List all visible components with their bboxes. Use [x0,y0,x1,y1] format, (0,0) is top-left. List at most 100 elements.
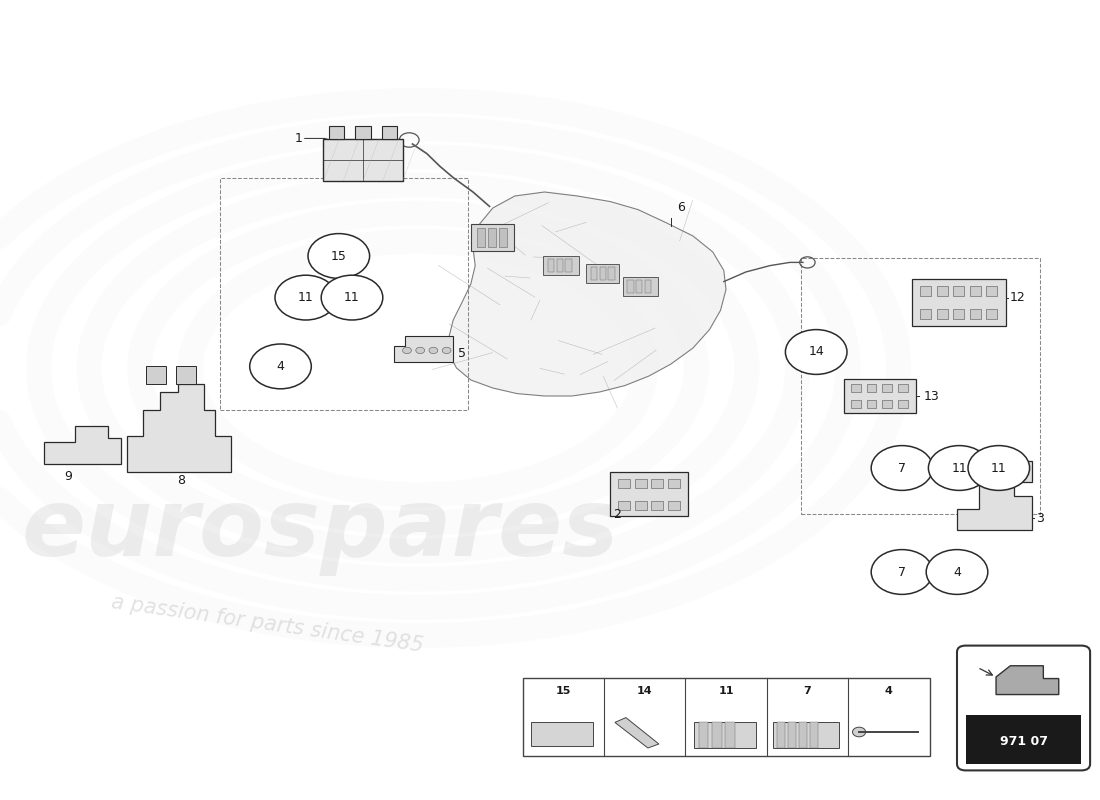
Text: 3: 3 [1036,512,1044,525]
Text: 11: 11 [344,291,360,304]
FancyBboxPatch shape [586,264,619,283]
FancyBboxPatch shape [471,224,514,251]
Bar [987,309,998,318]
Text: 4: 4 [953,566,961,578]
Circle shape [403,347,411,354]
Bar [146,366,166,384]
Text: 11: 11 [298,291,314,304]
Circle shape [968,446,1030,490]
Bar [488,228,496,247]
Bar [712,722,722,748]
Text: 4: 4 [276,360,285,373]
Bar [966,715,1081,720]
Bar [600,267,606,280]
Bar [694,722,756,748]
Text: 1: 1 [295,132,302,145]
Bar [382,126,397,139]
Bar [591,267,597,280]
FancyBboxPatch shape [957,646,1090,770]
Bar [882,384,892,392]
Bar [627,280,634,293]
Bar [970,309,981,318]
Polygon shape [615,718,659,748]
Text: 9: 9 [64,470,73,482]
Circle shape [928,446,990,490]
Bar [987,286,998,295]
Text: 15: 15 [556,686,571,695]
Text: 11: 11 [718,686,734,695]
Circle shape [871,550,933,594]
Text: 2: 2 [614,508,622,521]
Circle shape [871,446,933,490]
Bar [966,717,1081,764]
Bar [645,280,651,293]
Polygon shape [957,461,1032,530]
Bar [522,678,930,756]
Text: 5: 5 [458,347,465,360]
Text: 7: 7 [898,566,906,578]
Bar [668,501,680,510]
Bar [651,478,663,488]
Bar [618,501,630,510]
Bar [355,126,371,139]
Bar [651,501,663,510]
Text: 7: 7 [898,462,906,474]
Bar [920,309,931,318]
Bar [898,401,907,408]
Polygon shape [44,426,121,464]
Text: 6: 6 [678,201,685,214]
Polygon shape [126,384,231,472]
Bar [867,384,877,392]
Circle shape [926,550,988,594]
Bar [777,722,785,748]
Bar [898,384,907,392]
Bar [698,722,708,748]
Circle shape [275,275,337,320]
Bar [531,722,593,746]
Polygon shape [997,666,1058,694]
Bar [610,472,688,517]
Text: 7: 7 [803,686,812,695]
FancyBboxPatch shape [623,277,658,296]
Bar [725,722,735,748]
Bar [608,267,615,280]
Bar [851,384,861,392]
Bar [851,401,861,408]
Polygon shape [449,192,726,396]
Bar [668,478,680,488]
Text: a passion for parts since 1985: a passion for parts since 1985 [110,592,425,656]
Circle shape [429,347,438,354]
Bar [499,228,507,247]
Bar [920,286,931,295]
Bar [557,259,563,272]
Bar [618,478,630,488]
Bar [882,401,892,408]
Circle shape [321,275,383,320]
Bar [635,501,647,510]
Bar [636,280,642,293]
Bar [970,286,981,295]
Bar [477,228,485,247]
Bar [799,722,807,748]
Text: 11: 11 [991,462,1006,474]
Text: 8: 8 [177,474,186,486]
Text: 14: 14 [637,686,652,695]
Bar [176,366,196,384]
Text: 13: 13 [924,390,939,402]
Text: 971 07: 971 07 [1000,735,1047,748]
Bar [953,309,964,318]
Bar [810,722,818,748]
Circle shape [442,347,451,354]
Bar [323,139,403,181]
Bar [913,279,1007,326]
Bar [937,286,948,295]
Circle shape [308,234,370,278]
Text: 12: 12 [1010,291,1025,304]
Circle shape [416,347,425,354]
Bar [329,126,344,139]
Circle shape [250,344,311,389]
Bar [773,722,839,748]
Text: 4: 4 [884,686,893,695]
Bar [788,722,796,748]
Circle shape [785,330,847,374]
